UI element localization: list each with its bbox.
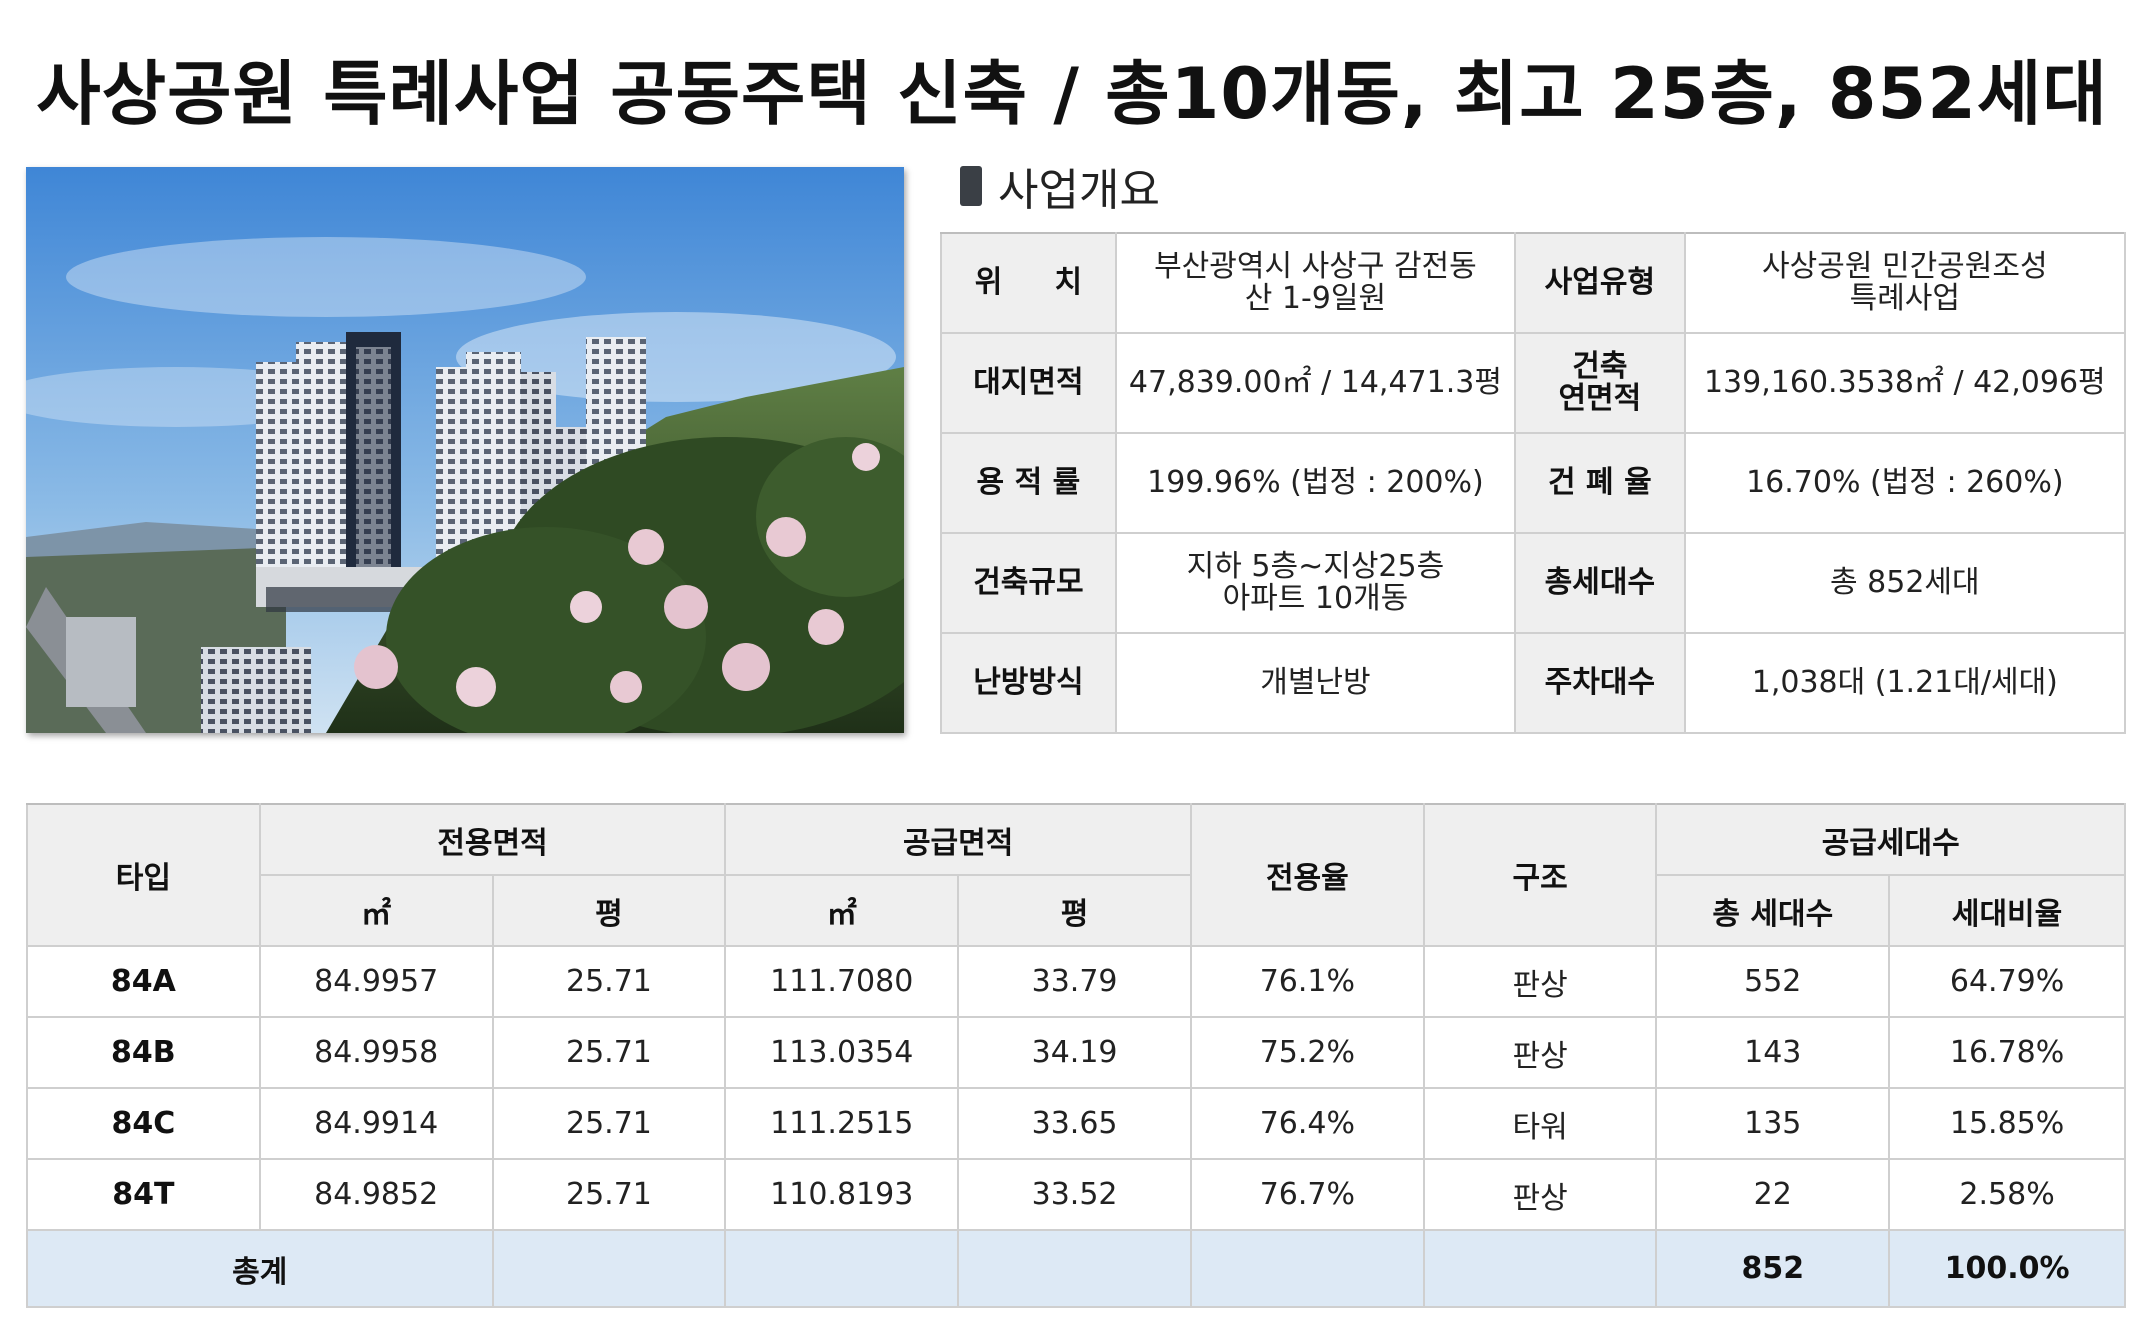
cell-structure: 타워	[1422, 1087, 1658, 1160]
cell-exclusive-sqm: 84.9957	[258, 945, 494, 1018]
overview-value: 139,160.3538㎡ / 42,096평	[1683, 332, 2127, 434]
overview-value: 16.70% (법정 : 260%)	[1683, 432, 2127, 534]
overview-label: 사업유형	[1514, 232, 1686, 334]
cell-supply-pyeong: 33.79	[957, 945, 1192, 1018]
cell-exclusive-ratio: 76.4%	[1189, 1087, 1425, 1160]
header-exclusive-sqm: ㎡	[258, 874, 494, 947]
total-empty-cell	[491, 1229, 727, 1308]
total-units: 852	[1655, 1229, 1891, 1308]
table-header-row: 타입 전용면적 공급면적 전용율 구조 공급세대수	[26, 803, 2126, 947]
cell-units: 143	[1655, 1016, 1891, 1089]
cell-supply-sqm: 113.0354	[724, 1016, 960, 1089]
overview-value: 총 852세대	[1683, 532, 2127, 634]
overview-label: 주차대수	[1514, 632, 1686, 734]
cell-unit-ratio: 64.79%	[1888, 945, 2126, 1018]
section-marker	[960, 166, 982, 206]
cell-units: 135	[1655, 1087, 1891, 1160]
overview-label: 위 치	[940, 232, 1117, 334]
unit-type-table: 타입 전용면적 공급면적 전용율 구조 공급세대수 ㎡ 평 ㎡ 평 총 세대수 …	[26, 803, 2126, 1308]
cell-supply-pyeong: 34.19	[957, 1016, 1192, 1089]
cell-units: 552	[1655, 945, 1891, 1018]
cell-type: 84A	[26, 945, 261, 1018]
table-row: 84T 84.9852 25.71 110.8193 33.52 76.7% 판…	[26, 1158, 2126, 1231]
overview-value: 사상공원 민간공원조성 특례사업	[1683, 232, 2127, 334]
total-empty-cell	[1422, 1229, 1658, 1308]
cell-exclusive-sqm: 84.9958	[258, 1016, 494, 1089]
cell-supply-pyeong: 33.52	[957, 1158, 1192, 1231]
overview-row: 위 치 부산광역시 사상구 감전동 산 1-9일원 사업유형 사상공원 민간공원…	[940, 232, 2127, 334]
overview-label: 난방방식	[940, 632, 1117, 734]
total-label: 총계	[26, 1229, 494, 1308]
cell-exclusive-pyeong: 25.71	[491, 1016, 727, 1089]
cell-type: 84C	[26, 1087, 261, 1160]
project-overview-table: 위 치 부산광역시 사상구 감전동 산 1-9일원 사업유형 사상공원 민간공원…	[940, 232, 2127, 734]
cell-type: 84T	[26, 1158, 261, 1231]
overview-label: 건축규모	[940, 532, 1117, 634]
header-total-units: 총 세대수	[1655, 874, 1891, 947]
cell-exclusive-ratio: 76.7%	[1189, 1158, 1425, 1231]
header-supply-sqm: ㎡	[724, 874, 960, 947]
cell-exclusive-pyeong: 25.71	[491, 1087, 727, 1160]
page-title: 사상공원 특례사업 공동주택 신축 / 총10개동, 최고 25층, 852세대	[36, 53, 2108, 135]
header-supply-units: 공급세대수	[1655, 803, 2126, 876]
cell-supply-sqm: 111.7080	[724, 945, 960, 1018]
header-structure: 구조	[1422, 803, 1658, 947]
overview-row: 용 적 률 199.96% (법정 : 200%) 건 폐 율 16.70% (…	[940, 432, 2127, 534]
cell-supply-sqm: 110.8193	[724, 1158, 960, 1231]
table-row: 84C 84.9914 25.71 111.2515 33.65 76.4% 타…	[26, 1087, 2126, 1160]
header-type: 타입	[26, 803, 261, 947]
cell-exclusive-pyeong: 25.71	[491, 945, 727, 1018]
header-supply-pyeong: 평	[957, 874, 1192, 947]
table-subheader-row: ㎡ 평 ㎡ 평 총 세대수 세대비율	[27, 874, 2126, 947]
cell-unit-ratio: 2.58%	[1888, 1158, 2126, 1231]
cell-exclusive-sqm: 84.9914	[258, 1087, 494, 1160]
cell-supply-sqm: 111.2515	[724, 1087, 960, 1160]
total-empty-cell	[1189, 1229, 1425, 1308]
header-unit-ratio: 세대비율	[1888, 874, 2126, 947]
overview-value: 199.96% (법정 : 200%)	[1114, 432, 1517, 534]
table-row: 84A 84.9957 25.71 111.7080 33.79 76.1% 판…	[26, 945, 2126, 1018]
cell-structure: 판상	[1422, 1016, 1658, 1089]
overview-heading: 사업개요	[998, 165, 1160, 216]
cell-exclusive-sqm: 84.9852	[258, 1158, 494, 1231]
header-exclusive-area: 전용면적	[258, 803, 727, 876]
cell-exclusive-ratio: 75.2%	[1189, 1016, 1425, 1089]
overview-row: 대지면적 47,839.00㎡ / 14,471.3평 건축 연면적 139,1…	[940, 332, 2127, 434]
overview-row: 난방방식 개별난방 주차대수 1,038대 (1.21대/세대)	[940, 632, 2127, 734]
header-supply-area: 공급면적	[724, 803, 1192, 876]
cell-supply-pyeong: 33.65	[957, 1087, 1192, 1160]
apartment-rendering-image	[26, 167, 904, 733]
overview-label: 용 적 률	[940, 432, 1117, 534]
overview-label: 건 폐 율	[1514, 432, 1686, 534]
header-exclusive-ratio: 전용율	[1189, 803, 1425, 947]
overview-section-header: 사업개요	[960, 160, 1160, 216]
overview-row: 건축규모 지하 5층~지상25층 아파트 10개동 총세대수 총 852세대	[940, 532, 2127, 634]
total-empty-cell	[957, 1229, 1192, 1308]
total-row: 총계 852 100.0%	[26, 1229, 2126, 1308]
total-empty-cell	[724, 1229, 960, 1308]
total-unit-ratio: 100.0%	[1888, 1229, 2126, 1308]
overview-value: 지하 5층~지상25층 아파트 10개동	[1114, 532, 1517, 634]
table-row: 84B 84.9958 25.71 113.0354 34.19 75.2% 판…	[26, 1016, 2126, 1089]
cell-structure: 판상	[1422, 1158, 1658, 1231]
cell-unit-ratio: 16.78%	[1888, 1016, 2126, 1089]
cell-exclusive-pyeong: 25.71	[491, 1158, 727, 1231]
overview-value: 47,839.00㎡ / 14,471.3평	[1114, 332, 1517, 434]
overview-value: 1,038대 (1.21대/세대)	[1683, 632, 2127, 734]
apartment-rendering-illustration	[26, 167, 904, 733]
overview-label: 대지면적	[940, 332, 1117, 434]
cell-structure: 판상	[1422, 945, 1658, 1018]
cell-type: 84B	[26, 1016, 261, 1089]
overview-label: 건축 연면적	[1514, 332, 1686, 434]
cell-exclusive-ratio: 76.1%	[1189, 945, 1425, 1018]
cell-unit-ratio: 15.85%	[1888, 1087, 2126, 1160]
overview-value: 부산광역시 사상구 감전동 산 1-9일원	[1114, 232, 1517, 334]
header-exclusive-pyeong: 평	[491, 874, 727, 947]
cell-units: 22	[1655, 1158, 1891, 1231]
overview-value: 개별난방	[1114, 632, 1517, 734]
overview-label: 총세대수	[1514, 532, 1686, 634]
